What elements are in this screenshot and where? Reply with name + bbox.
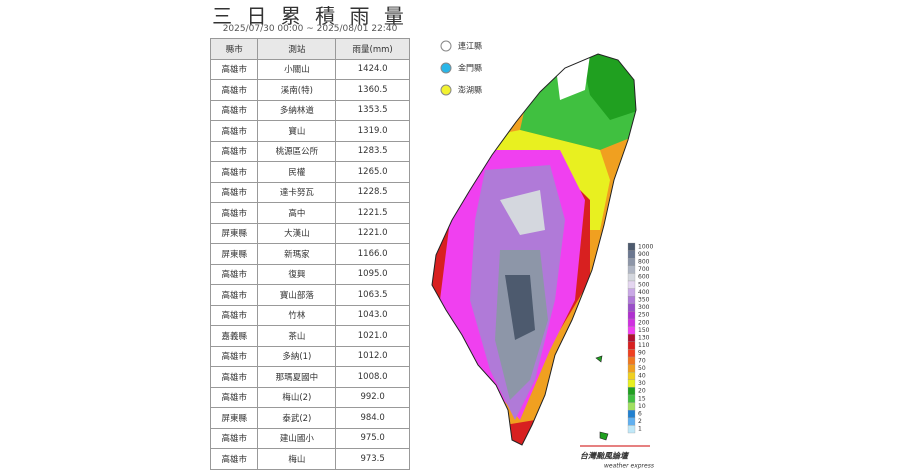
scale-swatch bbox=[627, 417, 636, 426]
title: 三 日 累 積 雨 量 bbox=[212, 4, 408, 28]
subtitle: 2025/07/30 00:00 ~ 2025/08/01 22:40 bbox=[222, 24, 398, 34]
table-row: 高雄市 高中 1221.5 bbox=[209, 202, 410, 224]
island-marker bbox=[440, 62, 452, 74]
scale-label: 900 bbox=[638, 251, 650, 258]
table-cell: 高中 bbox=[257, 202, 337, 224]
scale-swatch bbox=[627, 296, 636, 304]
table-row: 高雄市 溪南(特) 1360.5 bbox=[209, 79, 410, 101]
scale-label: 1 bbox=[638, 426, 642, 433]
scale-label: 300 bbox=[638, 304, 650, 311]
scale-label: 90 bbox=[638, 350, 646, 357]
table-cell: 1283.5 bbox=[335, 140, 410, 162]
table-row: 高雄市 建山國小 975.0 bbox=[209, 427, 410, 449]
island-label: 金門縣 bbox=[458, 63, 482, 73]
island-marker bbox=[440, 40, 452, 52]
table-cell: 高雄市 bbox=[209, 79, 259, 101]
scale-label: 30 bbox=[638, 380, 646, 387]
scale-swatch bbox=[627, 379, 636, 388]
scale-label: 600 bbox=[638, 274, 650, 281]
scale-swatch bbox=[627, 318, 636, 327]
scale-label: 70 bbox=[638, 357, 646, 364]
scale-label: 400 bbox=[638, 289, 650, 296]
logo-subtitle: weather express bbox=[604, 463, 654, 470]
scale-swatch bbox=[627, 387, 636, 396]
scale-label: 15 bbox=[638, 395, 646, 402]
scale-label: 350 bbox=[638, 297, 650, 304]
scale-swatch bbox=[627, 356, 636, 365]
column-header: 雨量(mm) bbox=[335, 38, 410, 60]
table-cell: 973.5 bbox=[335, 448, 410, 470]
scale-label: 800 bbox=[638, 259, 650, 266]
island-marker bbox=[440, 84, 452, 96]
table-row: 屏東縣 大漢山 1221.0 bbox=[209, 222, 410, 244]
scale-swatch bbox=[627, 349, 636, 358]
scale-swatch bbox=[627, 265, 636, 274]
table-row: 高雄市 桃源區公所 1283.5 bbox=[209, 140, 410, 162]
scale-swatch bbox=[627, 334, 636, 342]
scale-swatch bbox=[627, 372, 636, 380]
scale-label: 50 bbox=[638, 365, 646, 372]
scale-label: 150 bbox=[638, 327, 650, 334]
column-header: 測站 bbox=[257, 38, 337, 60]
table-row: 高雄市 民權 1265.0 bbox=[209, 161, 410, 183]
table-cell: 1221.5 bbox=[335, 202, 410, 224]
scale-swatch bbox=[627, 394, 636, 403]
table-row: 高雄市 達卡努瓦 1228.5 bbox=[209, 181, 410, 203]
scale-swatch bbox=[627, 280, 636, 289]
table-cell: 梅山 bbox=[257, 448, 337, 470]
table-row: 高雄市 小關山 1424.0 bbox=[209, 58, 410, 80]
scale-label: 500 bbox=[638, 281, 650, 288]
table-cell: 1008.0 bbox=[335, 366, 410, 388]
scale-label: 40 bbox=[638, 373, 646, 380]
scale-label: 250 bbox=[638, 312, 650, 319]
scale-swatch bbox=[627, 341, 636, 350]
scale-swatch bbox=[627, 326, 636, 335]
table-cell: 高雄市 bbox=[209, 448, 259, 470]
scale-label: 20 bbox=[638, 388, 646, 395]
table-row: 高雄市 多納(1) 1012.0 bbox=[209, 345, 410, 367]
rain-table: 縣市 測站 雨量(mm) 高雄市 小關山 1424.0 高雄市 溪南(特) 1360.5 高雄市多… bbox=[209, 38, 410, 470]
scale-label: 110 bbox=[638, 342, 650, 349]
scale-swatch bbox=[627, 273, 636, 282]
scale-label: 6 bbox=[638, 411, 642, 418]
column-header: 縣市 bbox=[209, 38, 259, 60]
scale-swatch bbox=[627, 425, 636, 434]
table-cell: 多納林道 bbox=[257, 99, 337, 121]
scale-label: 200 bbox=[638, 319, 650, 326]
scale-label: 1000 bbox=[638, 243, 653, 250]
scale-swatch bbox=[627, 410, 636, 418]
scale-label: 2 bbox=[638, 418, 642, 425]
scale-swatch bbox=[627, 258, 636, 266]
island-label: 澎湖縣 bbox=[458, 85, 482, 95]
scale-label: 130 bbox=[638, 335, 650, 342]
table-cell: 嘉義縣 bbox=[209, 325, 259, 347]
table-row: 高雄市 梅山 973.5 bbox=[209, 448, 410, 470]
scale-swatch bbox=[627, 402, 636, 411]
rain-field bbox=[432, 54, 636, 445]
scale-swatch bbox=[627, 364, 636, 373]
table-row: 高雄市 多納林道 1353.5 bbox=[209, 99, 410, 121]
island-label: 連江縣 bbox=[458, 41, 482, 51]
table-row: 高雄市 寶山 1319.0 bbox=[209, 120, 410, 142]
table-row: 高雄市 竹林 1043.0 bbox=[209, 304, 410, 326]
scale-swatch bbox=[627, 303, 636, 312]
scale-swatch bbox=[627, 242, 636, 251]
scale-swatch bbox=[627, 311, 636, 320]
scale-swatch bbox=[627, 250, 636, 259]
logo-title: 台灣颱風論壇 bbox=[580, 451, 630, 461]
scale-label: 700 bbox=[638, 266, 650, 273]
scale-swatch bbox=[627, 288, 636, 297]
header-row: 縣市 測站 雨量(mm) bbox=[209, 38, 410, 60]
scale-label: 10 bbox=[638, 403, 646, 410]
